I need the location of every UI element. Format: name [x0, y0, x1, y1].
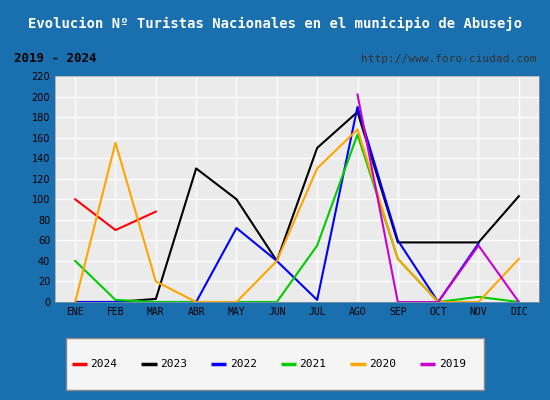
2022: [314, 298, 321, 302]
2021: [112, 298, 119, 302]
Text: Evolucion Nº Turistas Nacionales en el municipio de Abusejo: Evolucion Nº Turistas Nacionales en el m…: [28, 17, 522, 31]
2023: [112, 300, 119, 304]
Text: 2020: 2020: [369, 359, 396, 369]
2019: [475, 243, 482, 248]
Text: 2022: 2022: [230, 359, 257, 369]
Text: 2021: 2021: [299, 359, 326, 369]
Line: 2024: 2024: [75, 199, 156, 230]
2023: [475, 240, 482, 245]
2019: [515, 300, 522, 304]
2019: [354, 92, 361, 97]
2024: [72, 197, 79, 202]
Text: 2019: 2019: [439, 359, 466, 369]
2020: [354, 127, 361, 132]
2023: [314, 146, 321, 150]
2023: [394, 240, 401, 245]
2021: [394, 256, 401, 261]
Line: 2022: 2022: [75, 107, 478, 302]
2022: [354, 104, 361, 109]
2022: [112, 300, 119, 304]
2022: [193, 300, 200, 304]
2021: [233, 300, 240, 304]
Line: 2023: 2023: [75, 112, 519, 302]
2021: [314, 243, 321, 248]
2021: [273, 300, 280, 304]
Text: 2019 - 2024: 2019 - 2024: [14, 52, 96, 66]
Text: http://www.foro-ciudad.com: http://www.foro-ciudad.com: [361, 54, 536, 64]
2021: [152, 300, 159, 304]
2021: [354, 132, 361, 137]
2020: [475, 300, 482, 304]
2023: [152, 296, 159, 301]
2020: [193, 300, 200, 304]
2022: [72, 300, 79, 304]
2021: [193, 300, 200, 304]
2020: [314, 166, 321, 171]
2024: [112, 228, 119, 232]
2019: [435, 300, 442, 304]
2022: [475, 241, 482, 246]
2023: [233, 197, 240, 202]
FancyBboxPatch shape: [66, 338, 484, 390]
2022: [152, 300, 159, 304]
2020: [273, 258, 280, 263]
2023: [273, 258, 280, 263]
2022: [435, 300, 442, 304]
2020: [435, 300, 442, 304]
2021: [435, 300, 442, 304]
Line: 2019: 2019: [358, 94, 519, 302]
Line: 2020: 2020: [75, 130, 519, 302]
Line: 2021: 2021: [75, 134, 519, 302]
2020: [112, 140, 119, 145]
2020: [233, 300, 240, 304]
2020: [394, 256, 401, 261]
2020: [152, 279, 159, 284]
2021: [475, 294, 482, 299]
2023: [72, 300, 79, 304]
2023: [193, 166, 200, 171]
Text: 2024: 2024: [90, 359, 117, 369]
2019: [394, 300, 401, 304]
2022: [273, 258, 280, 263]
2023: [515, 194, 522, 198]
2021: [515, 300, 522, 304]
2023: [435, 240, 442, 245]
2020: [72, 300, 79, 304]
2023: [354, 110, 361, 114]
2022: [233, 226, 240, 230]
2020: [515, 256, 522, 261]
2021: [72, 258, 79, 263]
Text: 2023: 2023: [160, 359, 187, 369]
2024: [152, 209, 159, 214]
2022: [394, 238, 401, 243]
